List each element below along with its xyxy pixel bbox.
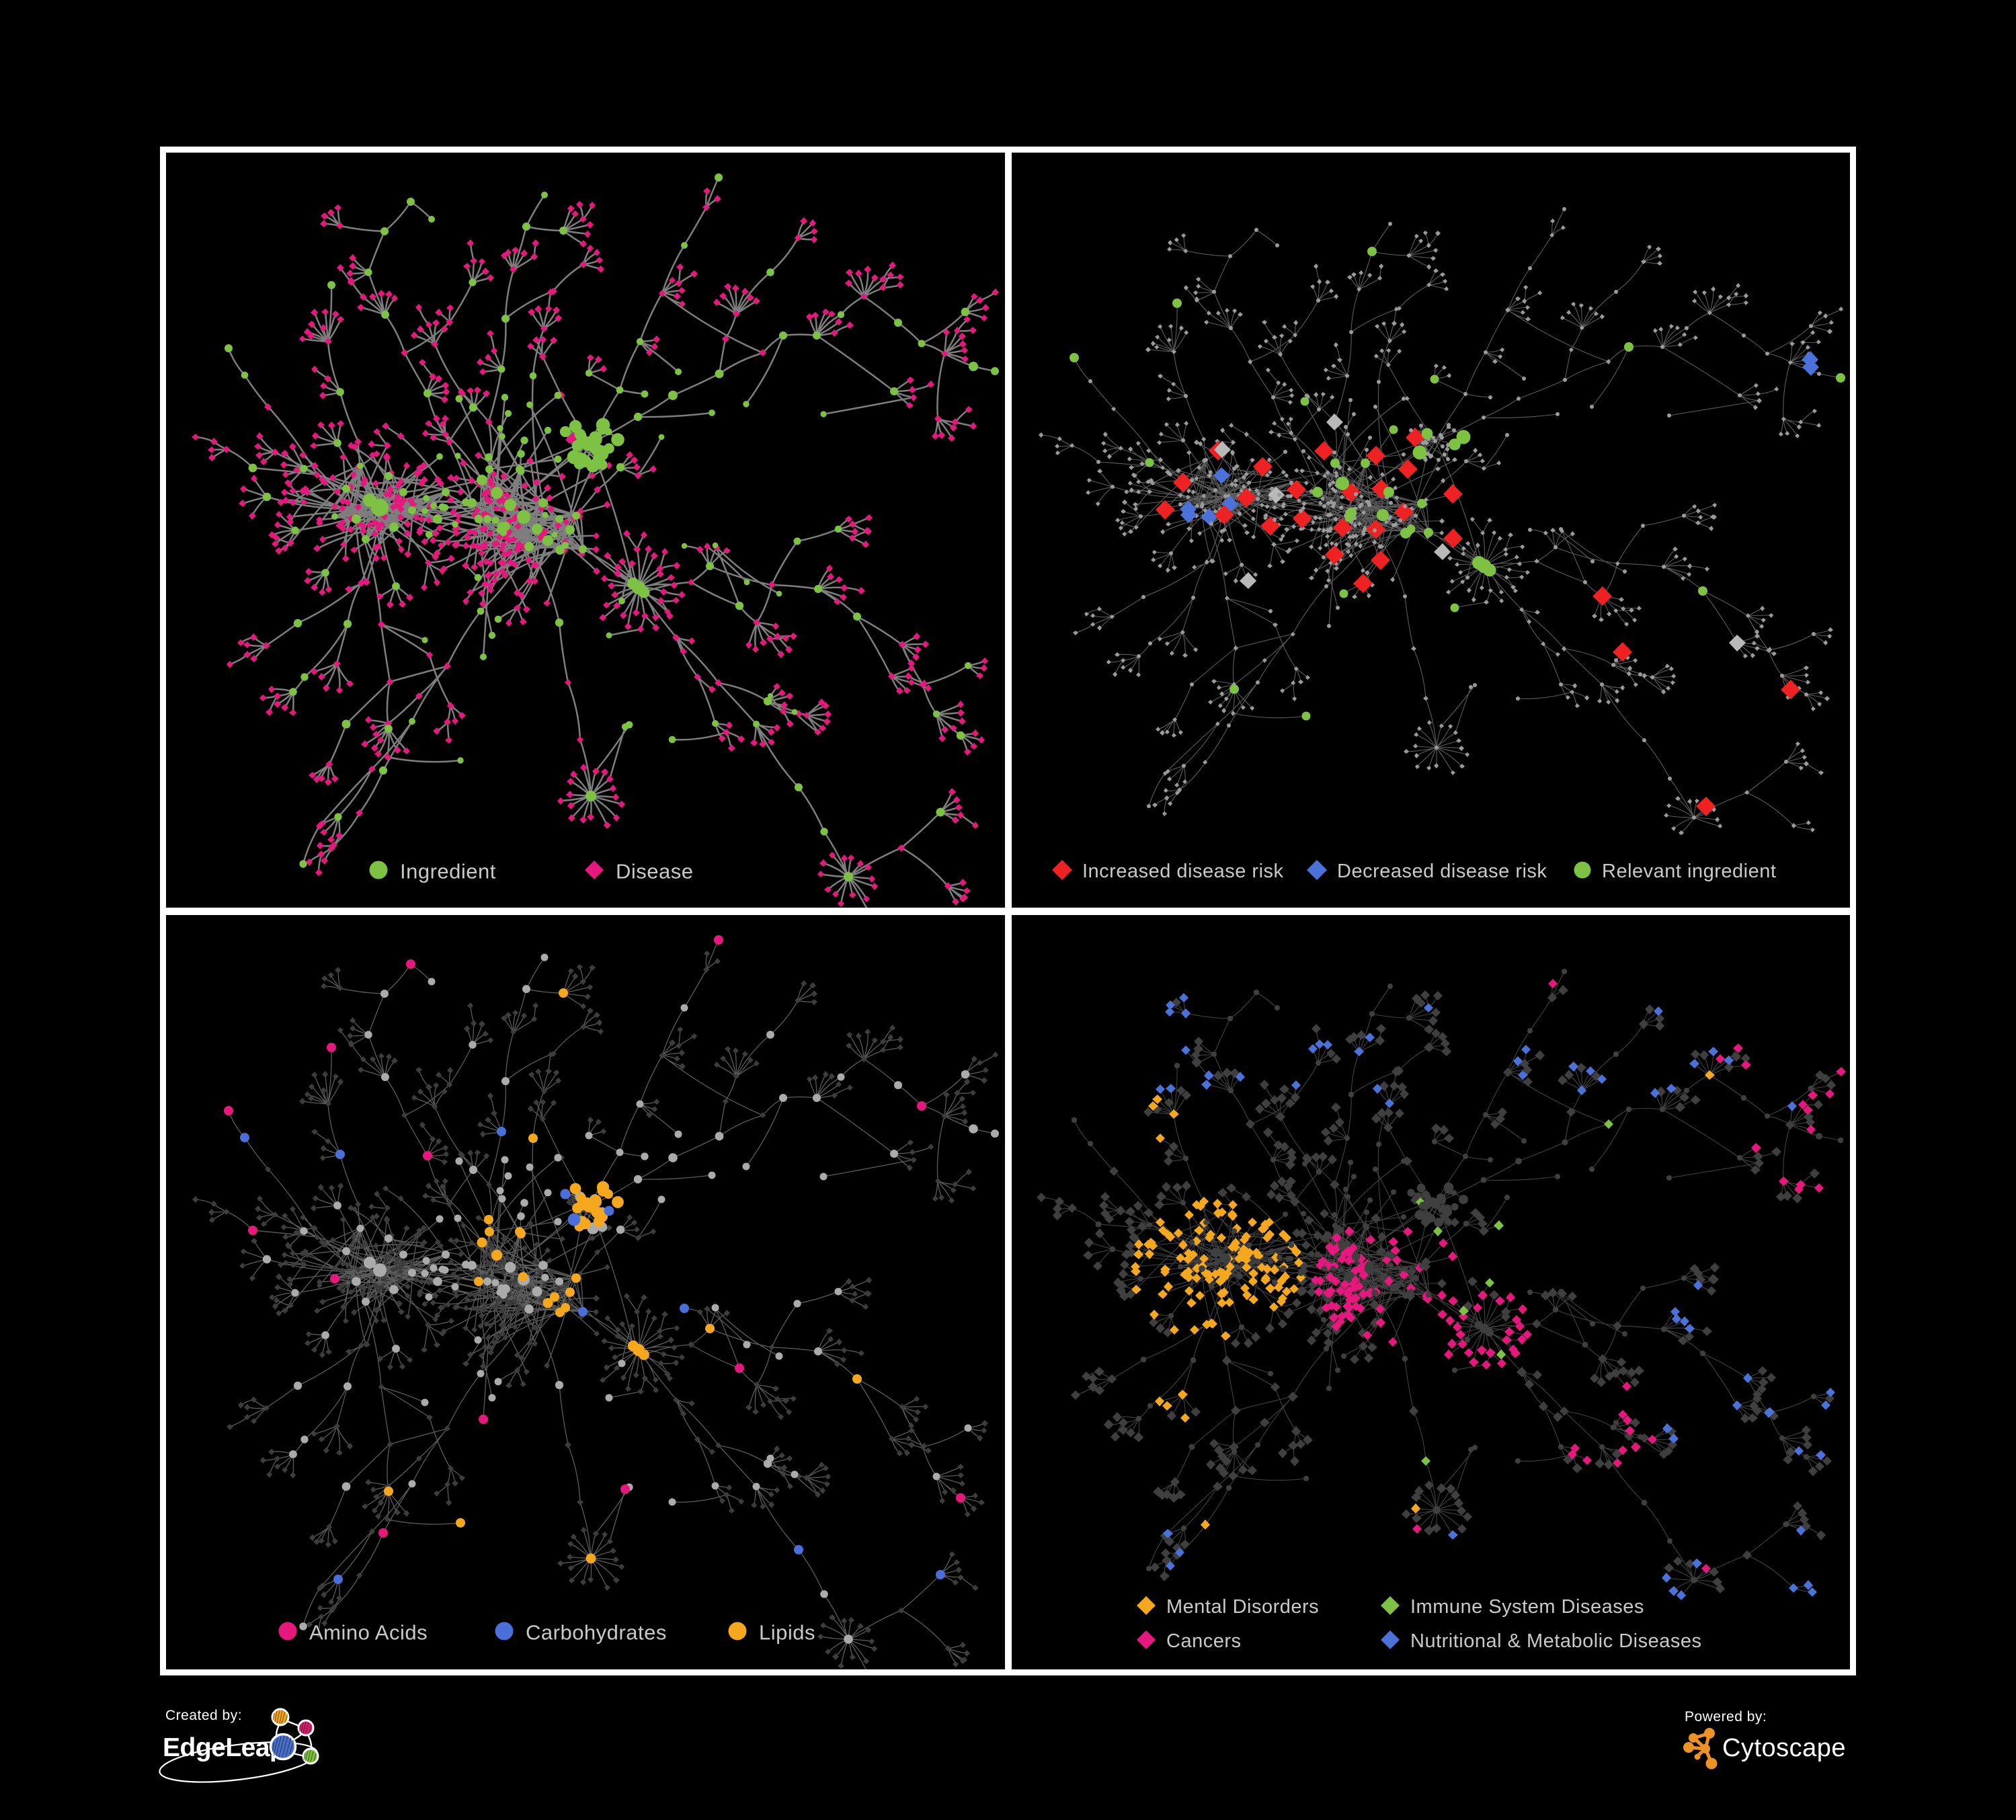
svg-text:Nutritional & Metabolic Diseas: Nutritional & Metabolic Diseases (1410, 1630, 1701, 1652)
svg-text:Carbohydrates: Carbohydrates (526, 1621, 667, 1645)
svg-text:Increased disease risk: Increased disease risk (1082, 861, 1284, 882)
svg-text:Amino Acids: Amino Acids (309, 1621, 428, 1645)
svg-text:Immune System Diseases: Immune System Diseases (1410, 1596, 1644, 1618)
svg-text:Mental Disorders: Mental Disorders (1166, 1596, 1319, 1618)
svg-text:Decreased disease risk: Decreased disease risk (1337, 861, 1547, 882)
svg-text:Lipids: Lipids (759, 1621, 815, 1645)
svg-text:Cytoscape: Cytoscape (1722, 1734, 1846, 1762)
svg-text:Cancers: Cancers (1166, 1630, 1242, 1652)
svg-text:Ingredient: Ingredient (400, 860, 496, 883)
svg-text:Relevant ingredient: Relevant ingredient (1602, 861, 1776, 882)
svg-text:Disease: Disease (616, 860, 694, 883)
svg-text:Created by:: Created by: (165, 1708, 242, 1723)
svg-text:EdgeLeap: EdgeLeap (163, 1733, 285, 1762)
svg-text:Powered by:: Powered by: (1685, 1709, 1767, 1725)
